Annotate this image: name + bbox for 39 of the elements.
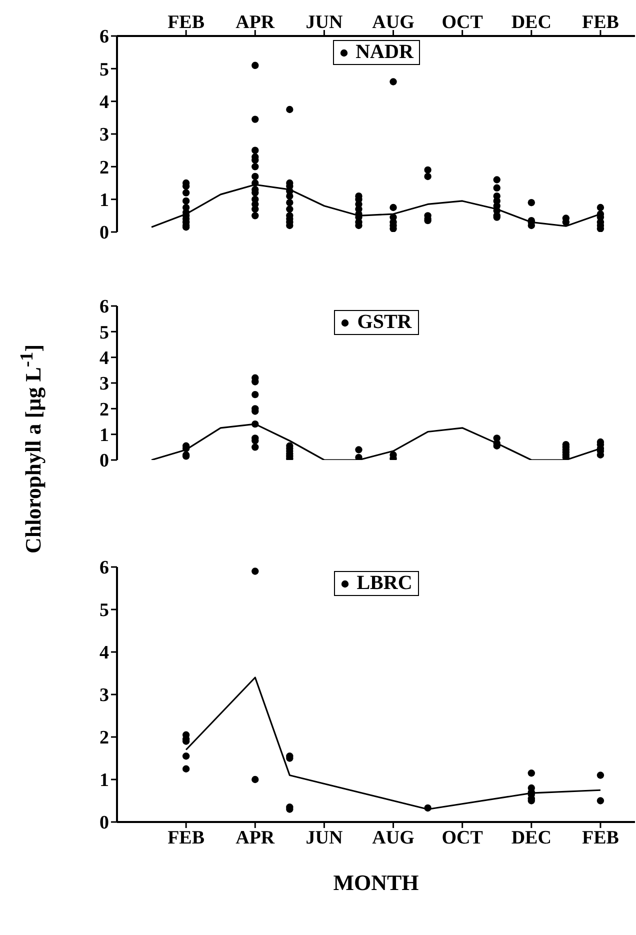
x-tick-label: OCT [442,12,484,33]
x-tick-label: AUG [372,12,415,33]
y-tick-label: 0 [100,450,109,472]
y-tick-label: 1 [100,190,109,212]
y-tick-label: 2 [100,399,109,420]
y-tick-label: 6 [100,558,109,579]
x-tick-label: DEC [511,827,552,848]
y-tick-label: 4 [100,642,110,664]
x-tick-label: APR [236,12,275,33]
legend-label: GSTR [357,311,412,334]
y-tick-label: 4 [100,348,110,370]
x-tick-label: JUN [306,827,343,848]
x-tick-label: AUG [372,827,415,848]
y-tick-label: 4 [100,92,110,114]
x-axis-title: MONTH [333,870,419,895]
y-tick-label: 0 [100,222,109,244]
y-tick-label: 1 [100,770,109,792]
x-tick-label: OCT [442,827,484,848]
y-tick-label: 5 [100,600,109,622]
x-tick-label: FEB [168,12,205,33]
y-tick-label: 5 [100,59,109,80]
y-tick-label: 1 [100,425,109,446]
x-tick-label: DEC [511,12,552,33]
y-tick-label: 6 [100,296,109,318]
y-tick-label: 3 [100,124,109,146]
y-tick-label: 3 [100,685,109,706]
x-tick-label: JUN [306,12,343,33]
y-tick-label: 0 [100,812,109,834]
legend-label: NADR [356,41,414,64]
y-tick-label: 5 [100,322,109,344]
y-tick-label: 6 [100,26,109,48]
x-tick-label: FEB [582,827,620,848]
y-tick-label: 2 [100,157,109,178]
x-tick-label: FEB [582,12,620,33]
legend-label: LBRC [356,572,412,595]
y-tick-label: 2 [100,728,109,749]
y-tick-label: 3 [100,374,109,395]
x-tick-label: FEB [168,827,205,848]
x-tick-label: APR [236,827,275,848]
